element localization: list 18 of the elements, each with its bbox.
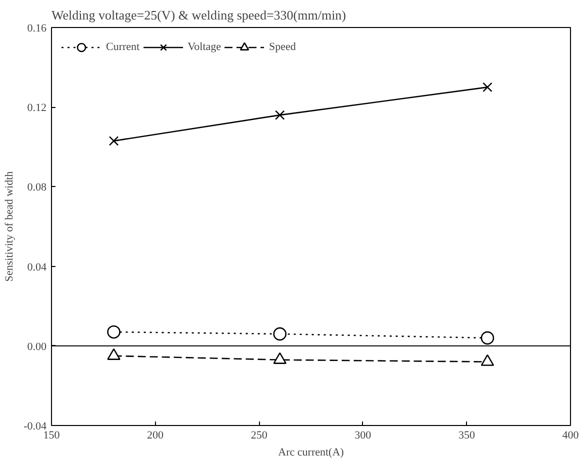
y-tick-label: 0.04 [27,261,47,274]
legend-label: Current [106,41,140,53]
legend-label: Voltage [188,41,222,53]
x-tick-label: 200 [147,430,164,442]
x-tick-label: 150 [43,430,60,442]
chart-title: Welding voltage=25(V) & welding speed=330(mm/min) [52,8,346,22]
y-tick-label: 0.16 [27,22,47,34]
x-tick-label: 250 [250,430,268,442]
x-tick-label: 400 [562,430,580,442]
y-tick-label: 0.12 [27,102,46,114]
x-axis-title: Arc current(A) [278,446,344,458]
y-axis-title: Sensitivity of bead width [4,170,16,282]
y-tick-label: 0.08 [27,182,47,194]
x-tick-label: 350 [458,430,476,442]
y-tick-label: 0.00 [27,340,47,353]
y-tick-label: -0.04 [24,420,47,432]
x-tick-label: 300 [354,430,372,442]
legend-label: Speed [269,41,296,53]
